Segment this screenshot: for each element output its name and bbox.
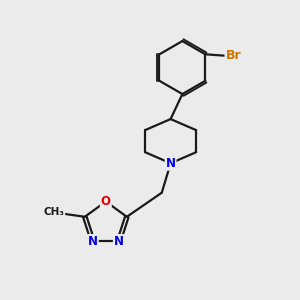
Text: N: N bbox=[166, 157, 176, 170]
Text: N: N bbox=[114, 235, 124, 248]
Text: CH₃: CH₃ bbox=[44, 207, 64, 218]
Text: N: N bbox=[88, 235, 98, 248]
Text: O: O bbox=[101, 195, 111, 208]
Text: Br: Br bbox=[226, 49, 241, 62]
